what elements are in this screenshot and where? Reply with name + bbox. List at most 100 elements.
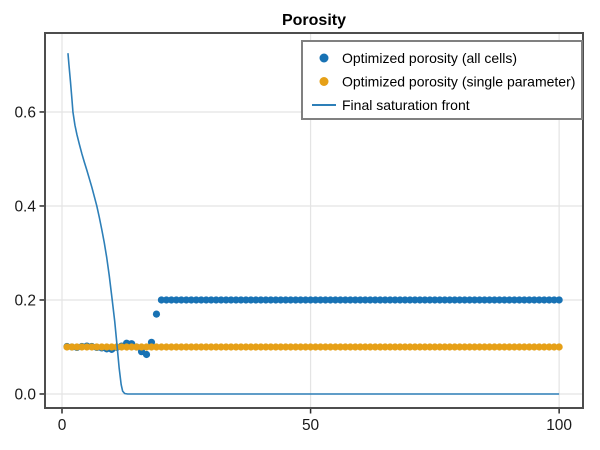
data-point: [172, 296, 180, 304]
data-point: [292, 296, 300, 304]
data-point: [441, 343, 449, 351]
legend: Optimized porosity (all cells) Optimized …: [301, 40, 583, 120]
data-point: [451, 343, 459, 351]
data-point: [73, 343, 81, 351]
data-point: [510, 343, 518, 351]
data-point: [396, 343, 404, 351]
data-point: [331, 343, 340, 351]
legend-entry-1: Optimized porosity (single parameter): [319, 74, 575, 90]
data-point: [490, 296, 499, 304]
data-point: [162, 296, 170, 304]
data-point: [262, 296, 270, 304]
data-point: [495, 343, 504, 351]
data-point: [436, 343, 444, 351]
data-point: [545, 343, 553, 351]
data-point: [212, 296, 220, 304]
legend-marker-dot: [319, 77, 329, 86]
data-point: [287, 296, 295, 304]
data-point: [68, 343, 76, 351]
data-point: [222, 343, 230, 351]
data-point: [480, 296, 489, 304]
data-point: [132, 343, 141, 351]
data-point: [381, 343, 389, 351]
data-point: [78, 343, 86, 351]
data-point: [197, 296, 205, 304]
data-point: [88, 343, 96, 351]
data-point: [237, 343, 245, 351]
data-point: [495, 296, 504, 304]
data-point: [93, 343, 101, 351]
data-point: [391, 296, 399, 304]
data-point: [446, 343, 454, 351]
data-point: [63, 343, 71, 351]
data-point: [401, 296, 409, 304]
data-point: [416, 343, 424, 351]
data-point: [142, 350, 151, 359]
data-point: [207, 296, 215, 304]
data-point: [456, 343, 464, 351]
data-point: [137, 343, 146, 351]
data-point: [152, 343, 161, 351]
data-point: [476, 343, 484, 351]
data-point: [406, 296, 414, 304]
data-point: [311, 296, 320, 304]
data-point: [416, 296, 424, 304]
data-point: [371, 343, 379, 351]
data-point: [227, 296, 235, 304]
data-point: [162, 343, 170, 351]
data-point: [356, 343, 364, 351]
series-0: [63, 296, 563, 359]
data-point: [346, 343, 354, 351]
data-point: [252, 343, 260, 351]
data-point: [252, 296, 260, 304]
data-point: [147, 343, 156, 351]
data-point: [396, 296, 404, 304]
data-point: [321, 296, 330, 304]
y-tick-label: 0.6: [14, 104, 36, 121]
legend-entry-2: Final saturation front: [312, 97, 470, 113]
plot-frame: [44, 32, 584, 409]
data-point: [366, 343, 374, 351]
data-point: [282, 296, 290, 304]
data-point: [157, 343, 166, 351]
data-point: [316, 296, 325, 304]
data-point: [530, 343, 538, 351]
data-point: [227, 343, 235, 351]
x-tick-label: 50: [302, 417, 320, 434]
data-point: [490, 343, 499, 351]
data-point: [83, 343, 91, 351]
data-point: [277, 343, 285, 351]
data-point: [326, 343, 335, 351]
data-point: [520, 296, 528, 304]
data-point: [411, 296, 419, 304]
data-point: [356, 296, 364, 304]
data-point: [262, 343, 270, 351]
data-point: [232, 296, 240, 304]
data-point: [197, 343, 205, 351]
data-point: [108, 343, 116, 351]
data-point: [277, 296, 285, 304]
legend-label: Optimized porosity (single parameter): [342, 74, 575, 90]
data-point: [237, 296, 245, 304]
data-point: [103, 343, 111, 351]
data-point: [436, 296, 444, 304]
data-point: [545, 296, 553, 304]
data-point: [341, 343, 349, 351]
data-point: [292, 343, 300, 351]
data-point: [485, 343, 494, 351]
data-point: [431, 296, 439, 304]
data-point: [302, 296, 310, 304]
data-point: [297, 296, 305, 304]
y-tick-label: 0.2: [14, 292, 36, 309]
data-point: [272, 296, 280, 304]
legend-label: Optimized porosity (all cells): [342, 50, 517, 66]
data-point: [247, 343, 255, 351]
data-point: [525, 296, 533, 304]
data-point: [172, 343, 180, 351]
legend-label: Final saturation front: [342, 97, 470, 113]
legend-entry-0: Optimized porosity (all cells): [319, 50, 517, 66]
data-point: [431, 343, 439, 351]
data-point: [441, 296, 449, 304]
data-point: [321, 343, 330, 351]
